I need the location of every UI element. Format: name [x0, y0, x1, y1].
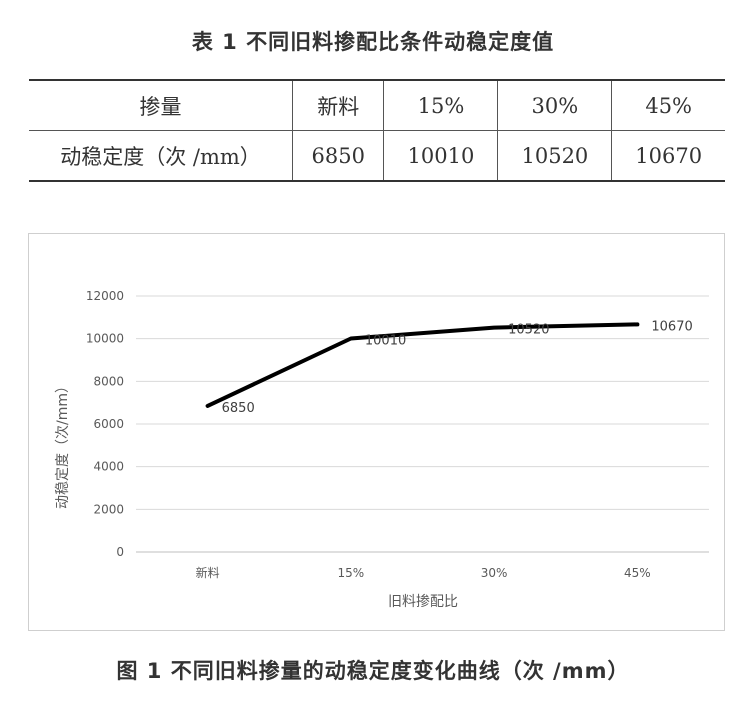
x-tick-label: 15%	[338, 566, 365, 580]
y-tick-labels: 0 2000 4000 6000 8000 10000 12000	[86, 289, 124, 559]
table-header-row: 掺量 新料 15% 30% 45%	[29, 79, 725, 131]
y-axis-label: 动稳定度（次/mm）	[55, 379, 71, 509]
y-tick-label: 0	[116, 545, 124, 559]
value-cell: 10670	[611, 130, 725, 182]
chart-frame: 0 2000 4000 6000 8000 10000 12000 新料 15% 30% 45% …	[28, 233, 725, 631]
x-tick-label: 新料	[196, 565, 220, 580]
data-label: 10670	[651, 319, 692, 334]
value-cell: 10520	[497, 130, 613, 182]
table-row: 动稳定度（次 /mm） 6850 10010 10520 10670	[29, 130, 725, 182]
y-tick-label: 2000	[93, 502, 124, 516]
x-axis-label: 旧料掺配比	[388, 593, 458, 610]
header-cell: 15%	[383, 79, 499, 131]
gridlines	[136, 295, 709, 553]
x-tick-label: 30%	[481, 566, 508, 580]
y-tick-label: 10000	[86, 332, 124, 346]
header-cell: 45%	[611, 79, 725, 131]
header-cell: 30%	[497, 79, 613, 131]
value-cell: 10010	[383, 130, 499, 182]
table-title: 表 1 不同旧料掺配比条件动稳定度值	[191, 30, 555, 54]
data-labels: 6850 10010 10520 10670	[222, 319, 693, 415]
value-cell: 6850	[291, 130, 385, 182]
row-label-cell: 动稳定度（次 /mm）	[29, 130, 293, 182]
stability-table: 掺量 新料 15% 30% 45% 动稳定度（次 /mm） 6850 10010…	[29, 79, 725, 182]
y-tick-label: 6000	[93, 417, 124, 431]
figure-caption: 图 1 不同旧料掺量的动稳定度变化曲线（次 /mm）	[116, 659, 630, 683]
data-label: 10010	[365, 333, 406, 348]
y-tick-label: 8000	[93, 374, 124, 388]
data-label: 10520	[508, 323, 549, 338]
y-tick-label: 12000	[86, 289, 124, 303]
header-cell: 新料	[291, 79, 385, 131]
header-cell: 掺量	[29, 79, 293, 131]
series-line	[205, 322, 640, 408]
y-tick-label: 4000	[93, 460, 124, 474]
x-tick-label: 45%	[624, 566, 651, 580]
data-label: 6850	[222, 401, 255, 416]
x-tick-labels: 新料 15% 30% 45%	[196, 565, 651, 580]
